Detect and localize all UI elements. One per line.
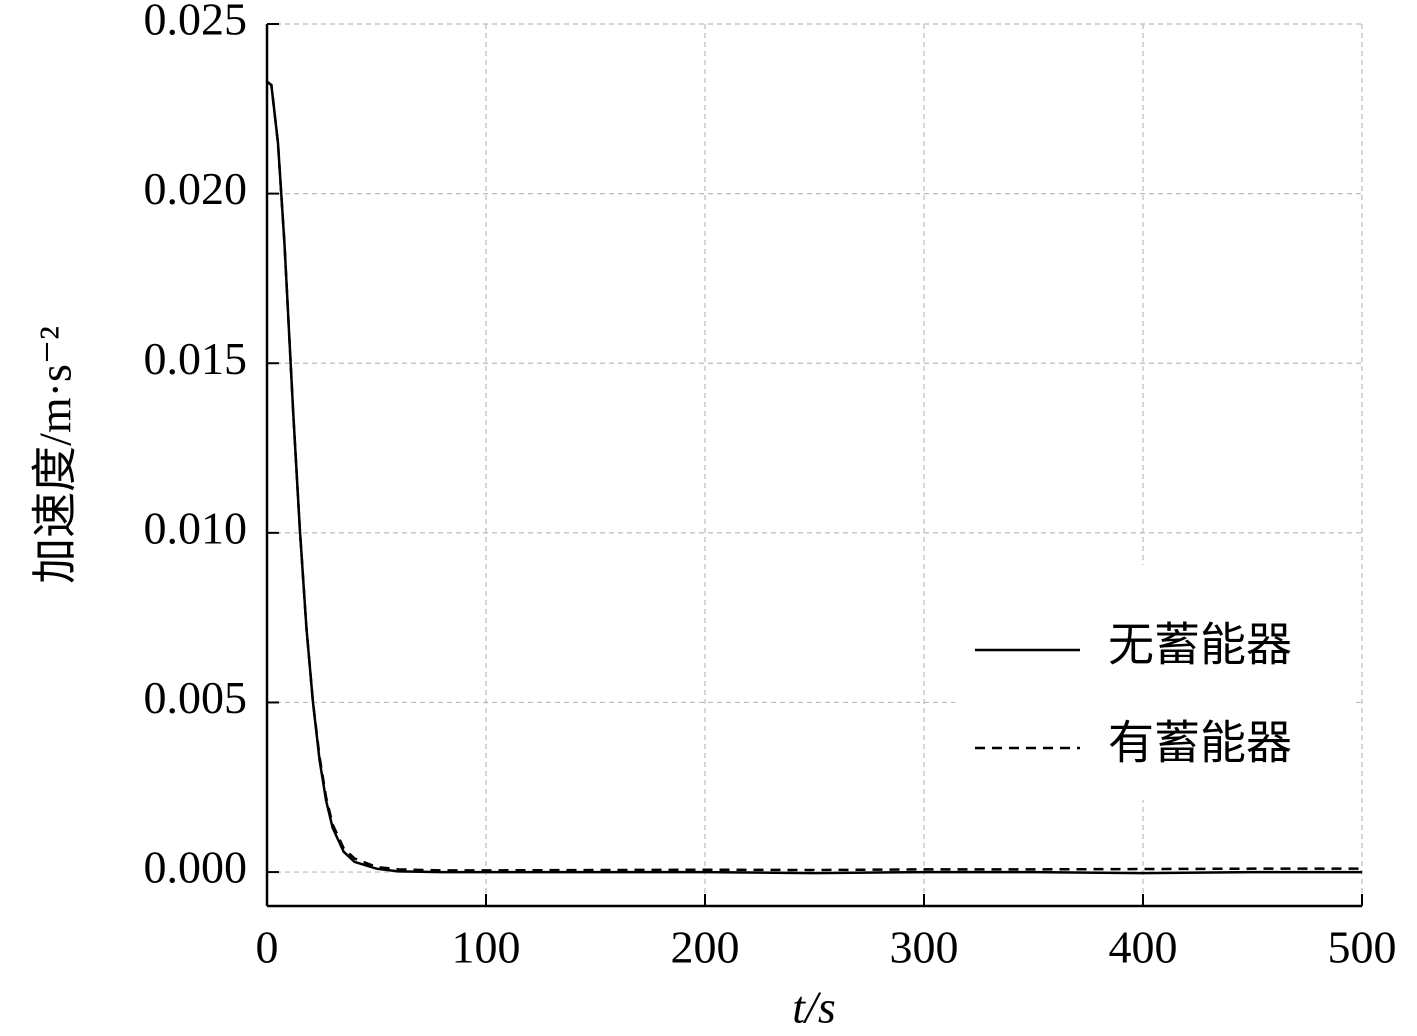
series-line: [266, 80, 1362, 872]
x-tick-label: 0: [256, 922, 279, 973]
legend-box: [955, 565, 1355, 800]
y-tick-label: 0.000: [144, 842, 248, 893]
legend-label: 无蓄能器: [1108, 620, 1292, 671]
x-tick-label: 300: [890, 922, 959, 973]
y-tick-label: 0.025: [144, 0, 248, 45]
x-axis-label: t/s: [792, 982, 835, 1033]
y-tick-label: 0.010: [144, 502, 248, 553]
x-tick-label: 500: [1328, 922, 1397, 973]
y-tick-label: 0.005: [144, 672, 248, 723]
x-tick-label: 400: [1109, 922, 1178, 973]
x-tick-label: 200: [671, 922, 740, 973]
y-tick-label: 0.020: [144, 163, 248, 214]
x-tick-label: 100: [452, 922, 521, 973]
y-axis-label: 加速度/m·s⁻²: [30, 326, 81, 584]
y-tick-label: 0.015: [144, 333, 248, 384]
legend-label: 有蓄能器: [1108, 718, 1292, 769]
